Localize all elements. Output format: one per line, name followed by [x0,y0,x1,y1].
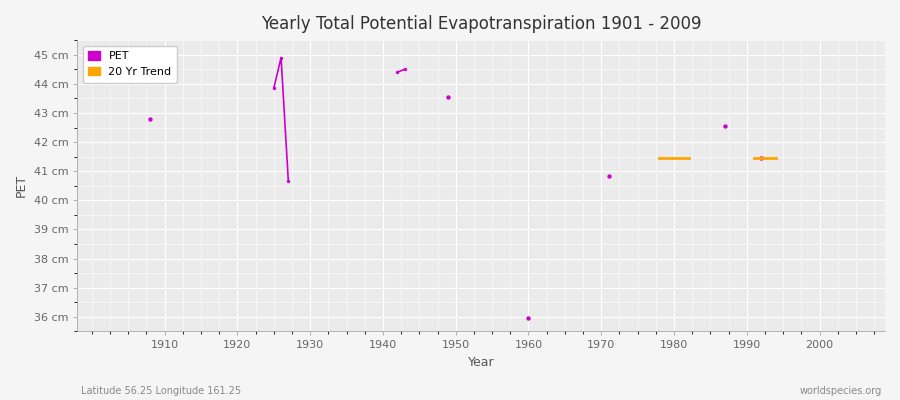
Text: Latitude 56.25 Longitude 161.25: Latitude 56.25 Longitude 161.25 [81,386,241,396]
Point [441,94,455,100]
X-axis label: Year: Year [468,356,494,369]
Point [143,116,157,122]
Point [717,123,732,129]
Legend: PET, 20 Yr Trend: PET, 20 Yr Trend [83,46,177,82]
Point [398,66,412,72]
Point [266,85,281,91]
Point [274,54,288,61]
Point [754,155,769,161]
Text: worldspecies.org: worldspecies.org [800,386,882,396]
Title: Yearly Total Potential Evapotranspiration 1901 - 2009: Yearly Total Potential Evapotranspiratio… [261,15,701,33]
Point [281,178,295,184]
Point [601,172,616,179]
Y-axis label: PET: PET [15,174,28,197]
Point [521,315,535,322]
Point [391,69,405,75]
